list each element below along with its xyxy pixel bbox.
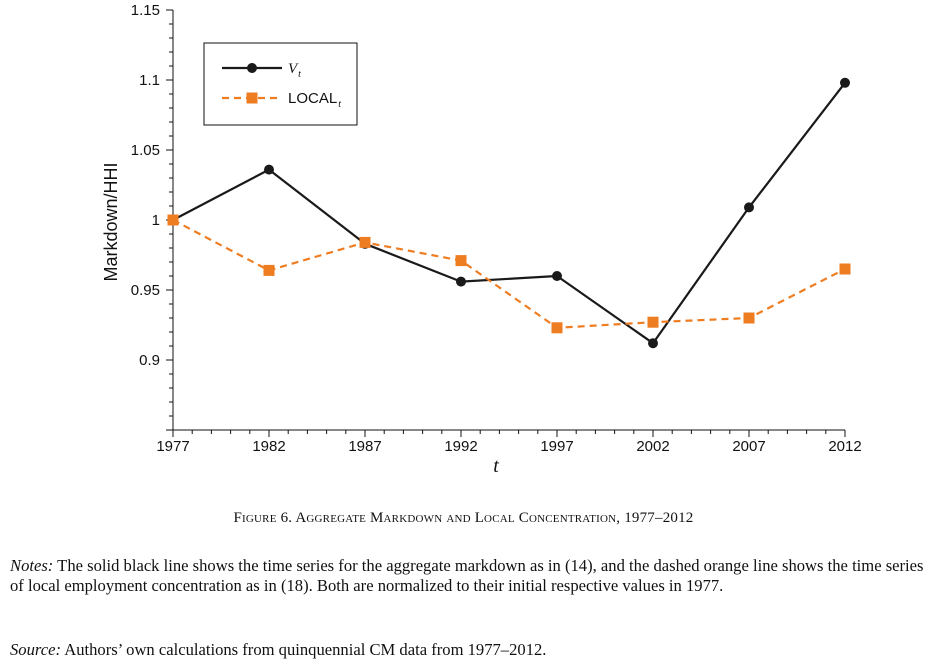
x-tick-label: 1992 (444, 438, 477, 455)
legend-marker-v (247, 63, 257, 73)
source-text: Authors’ own calculations from quinquenn… (61, 640, 547, 659)
point-v (744, 202, 754, 213)
point-local (167, 214, 179, 226)
x-axis-title: t (493, 455, 499, 477)
x-tick-label: 1982 (252, 438, 285, 455)
y-tick-label: 1.1 (139, 72, 160, 89)
y-tick-label: 1.05 (131, 142, 160, 159)
series-line-local (172, 219, 846, 329)
x-tick-label: 2002 (636, 438, 669, 455)
legend-label-local: LOCALt (288, 90, 341, 110)
point-local (551, 322, 563, 334)
point-v (648, 338, 658, 349)
x-tick-label: 2007 (732, 438, 765, 455)
point-v (552, 271, 562, 281)
point-v (264, 164, 274, 175)
figure-caption: Figure 6. Aggregate Markdown and Local C… (233, 510, 694, 526)
legend-marker-local (246, 92, 258, 104)
series-line-v (172, 82, 846, 345)
point-local (455, 255, 467, 267)
point-local (743, 312, 755, 324)
y-tick-label: 1.15 (131, 2, 160, 19)
legend-box (203, 42, 358, 126)
x-tick-label: 1987 (348, 438, 381, 455)
point-local (263, 264, 275, 276)
notes-lead: Notes: (10, 556, 54, 575)
figure-source: Source: Authors’ own calculations from q… (10, 640, 925, 660)
figure-notes: Notes: The solid black line shows the ti… (10, 556, 925, 596)
y-tick-label: 0.95 (131, 282, 160, 299)
point-v (840, 77, 850, 88)
y-tick-label: 0.9 (139, 352, 160, 369)
x-tick-label: 2012 (828, 438, 861, 455)
y-tick-label: 1 (152, 212, 160, 229)
x-tick-label: 1997 (540, 438, 573, 455)
point-local (359, 236, 371, 248)
notes-text: The solid black line shows the time seri… (10, 556, 924, 595)
ticks: 0.9 0.95 1 1.05 1.1 1.15 1977 1982 1987 1992 1997 2… (131, 2, 862, 455)
point-local (647, 316, 659, 328)
point-v (456, 276, 466, 287)
series-layer (167, 77, 851, 349)
source-lead: Source: (10, 640, 61, 659)
x-tick-label: 1977 (156, 438, 189, 455)
y-axis-title: Markdown/HHI (101, 162, 121, 281)
line-chart: Markdown/HHI t 0.9 0.95 1 1.05 1.1 1.15 1977 198… (101, 2, 862, 477)
point-local (839, 263, 851, 275)
